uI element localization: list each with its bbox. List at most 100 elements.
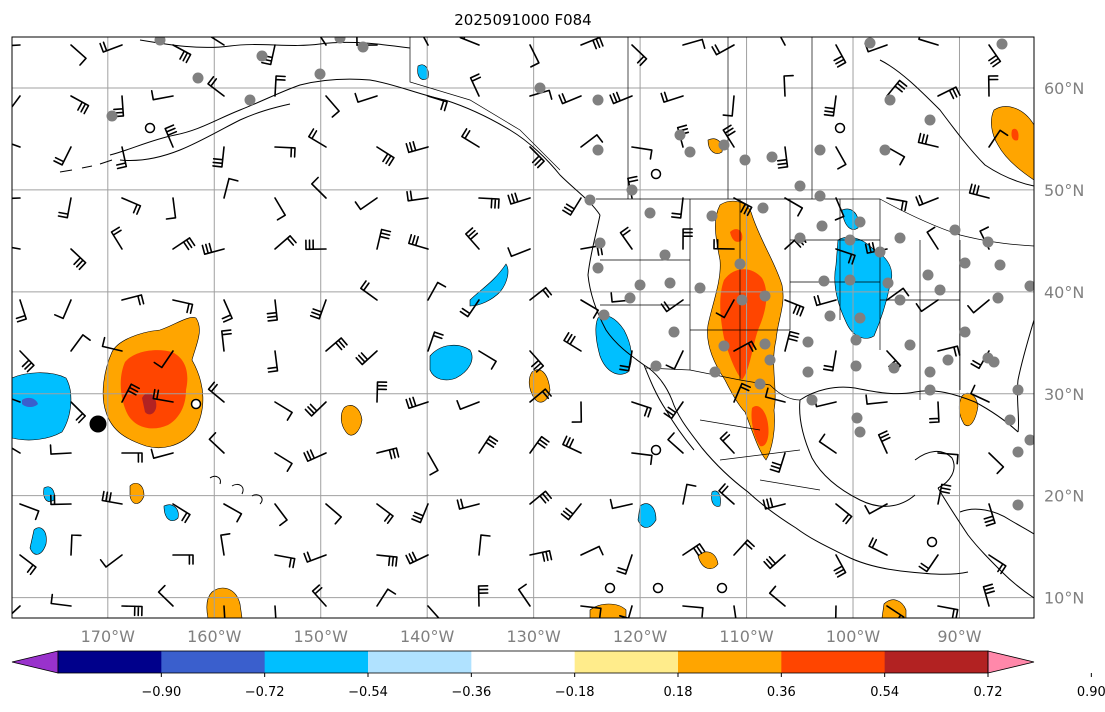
station-dot [988,356,1000,368]
station-dot [854,426,866,438]
wind-barb [529,435,550,454]
station-open-marker [716,582,728,594]
station-dot [994,259,1006,271]
wind-barb [864,503,888,515]
station-dot [626,184,638,196]
station-dot [794,232,806,244]
wind-barb [823,350,837,372]
wind-barb [886,605,905,618]
wind-barb [886,197,908,212]
wind-barb [660,91,684,103]
wind-barb [157,584,174,607]
wind-barb [580,545,604,556]
wind-barb [784,330,800,352]
wind-barb [619,226,633,250]
wind-barb [478,197,500,209]
wind-barb [427,281,447,301]
wind-barb [274,452,293,472]
coastline-yucatan [914,451,955,489]
border-alaska-canada [409,37,561,171]
longitude-labels: 170°W 160°W 150°W 140°W 130°W 120°W 110°W 100°W… [81,627,982,646]
wind-barb [456,400,480,410]
positive-anomaly-rockies-top [730,229,743,242]
wind-barb [427,95,448,112]
wind-barb [682,605,704,618]
station-dot [668,326,680,338]
wind-barb [665,350,684,370]
wind-barb [223,503,243,523]
border-states-1 [600,199,961,400]
wind-barbs [12,37,1009,618]
longitude-label: 90°W [937,627,981,646]
station-dot [814,144,826,156]
wind-barb [207,76,225,97]
station-dot [624,292,636,304]
station-dot [934,284,946,296]
wind-barb [719,431,735,454]
wind-barb [529,350,545,373]
colorbar-segment [574,651,679,673]
station-dot [864,37,876,49]
figure-title: 2025091000 F084 [454,11,591,29]
wind-barb [12,605,21,615]
positive-anomaly-rockies-south-core [751,405,769,447]
negative-anomaly-pacific-west [12,372,72,441]
station-markers [89,37,1034,594]
station-dot [844,274,856,286]
latitude-label: 10°N [1044,589,1084,608]
wind-barb [529,44,540,68]
wind-barb [970,384,990,403]
station-dot [802,336,814,348]
wind-barb [376,554,398,567]
wind-barb [818,433,837,454]
wind-barb [918,37,939,46]
wind-barb [682,38,706,49]
wind-barb [507,192,531,205]
wind-barb [937,452,959,465]
colorbar-extend-low [11,650,59,674]
wind-barb [274,554,296,569]
wind-barb [718,483,735,505]
station-dot [592,144,604,156]
wind-barb [172,554,194,565]
station-dot [888,362,900,374]
wind-barb [915,299,939,313]
wind-barb [116,146,128,170]
wind-barb [12,95,21,109]
wind-barb [929,401,940,424]
wind-barb [722,124,736,148]
wind-barb [50,494,72,506]
wind-barb [733,605,737,618]
wind-barb [57,197,72,219]
longitude-label: 150°W [294,627,349,646]
wind-barb [376,447,400,460]
wind-barb [461,128,480,148]
negative-anomaly-small-5 [637,503,657,528]
wind-barb [274,401,293,421]
wind-barb [54,299,72,320]
wind-barb [560,503,582,521]
wind-barb [99,41,123,53]
wind-barb [212,146,225,168]
station-dot [684,146,696,158]
station-dot [894,294,906,306]
negative-anomaly-small-3 [595,315,632,375]
longitude-label: 100°W [826,627,881,646]
colorbar-label: 0.72 [974,685,1003,700]
station-dot [942,354,954,366]
station-dot [992,292,1004,304]
coastline-alaska-south [119,103,291,161]
wind-barb [784,197,804,217]
wind-barb [823,95,837,117]
wind-barb [70,334,91,352]
station-dot [334,37,346,44]
wind-barb [261,44,276,66]
station-dot [594,237,606,249]
wind-barb [459,37,480,46]
wind-barb [223,605,226,618]
wind-barb [733,197,753,217]
wind-barb [868,537,888,556]
wind-barb [15,299,27,323]
colorbar-extend-high [987,650,1035,674]
station-dot [850,360,862,372]
